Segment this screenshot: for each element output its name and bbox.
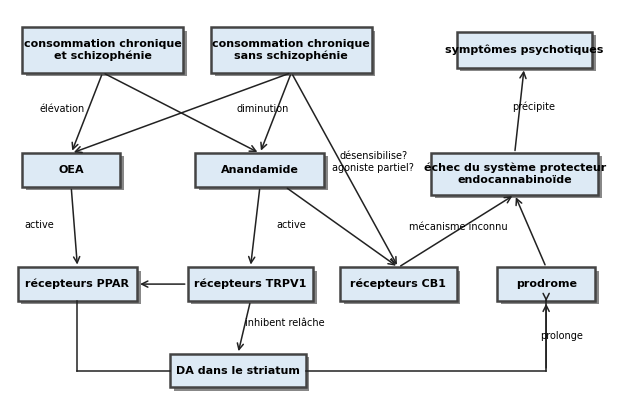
FancyBboxPatch shape xyxy=(174,357,310,391)
Text: consommation chronique
et schizophénie: consommation chronique et schizophénie xyxy=(24,39,182,61)
Text: consommation chronique
sans schizophénie: consommation chronique sans schizophénie xyxy=(213,39,370,61)
Text: DA dans le striatum: DA dans le striatum xyxy=(176,365,300,375)
FancyBboxPatch shape xyxy=(26,30,187,76)
FancyBboxPatch shape xyxy=(344,271,461,304)
FancyBboxPatch shape xyxy=(187,267,313,301)
Text: active: active xyxy=(25,220,55,230)
FancyBboxPatch shape xyxy=(191,271,317,304)
FancyBboxPatch shape xyxy=(215,30,375,76)
FancyBboxPatch shape xyxy=(22,271,141,304)
Text: active: active xyxy=(276,220,306,230)
Text: échec du système protecteur
endocannabinoïde: échec du système protecteur endocannabin… xyxy=(424,163,606,185)
FancyBboxPatch shape xyxy=(170,354,306,387)
FancyBboxPatch shape xyxy=(461,36,596,71)
Text: OEA: OEA xyxy=(59,165,84,175)
Text: récepteurs CB1: récepteurs CB1 xyxy=(350,279,447,289)
Text: précipite: précipite xyxy=(512,101,555,112)
FancyBboxPatch shape xyxy=(457,32,592,68)
Text: récepteurs TRPV1: récepteurs TRPV1 xyxy=(194,279,306,289)
Text: Anandamide: Anandamide xyxy=(221,165,299,175)
FancyBboxPatch shape xyxy=(18,267,137,301)
FancyBboxPatch shape xyxy=(435,156,602,198)
Text: diminution: diminution xyxy=(237,104,289,114)
FancyBboxPatch shape xyxy=(22,153,120,187)
Text: prolonge: prolonge xyxy=(540,331,583,341)
FancyBboxPatch shape xyxy=(501,271,599,304)
Text: mécanisme inconnu: mécanisme inconnu xyxy=(409,222,508,232)
FancyBboxPatch shape xyxy=(26,156,124,190)
FancyBboxPatch shape xyxy=(211,28,371,73)
Text: désensibilise?
agoniste partiel?: désensibilise? agoniste partiel? xyxy=(333,151,414,173)
Text: élévation: élévation xyxy=(39,104,84,114)
Text: prodrome: prodrome xyxy=(515,279,576,289)
FancyBboxPatch shape xyxy=(340,267,457,301)
FancyBboxPatch shape xyxy=(431,153,598,195)
Text: récepteurs PPAR: récepteurs PPAR xyxy=(25,279,129,289)
FancyBboxPatch shape xyxy=(196,153,324,187)
FancyBboxPatch shape xyxy=(199,156,328,190)
Text: inhibent relâche: inhibent relâche xyxy=(245,318,325,328)
Text: symptômes psychotiques: symptômes psychotiques xyxy=(445,45,603,55)
FancyBboxPatch shape xyxy=(497,267,595,301)
FancyBboxPatch shape xyxy=(22,28,183,73)
